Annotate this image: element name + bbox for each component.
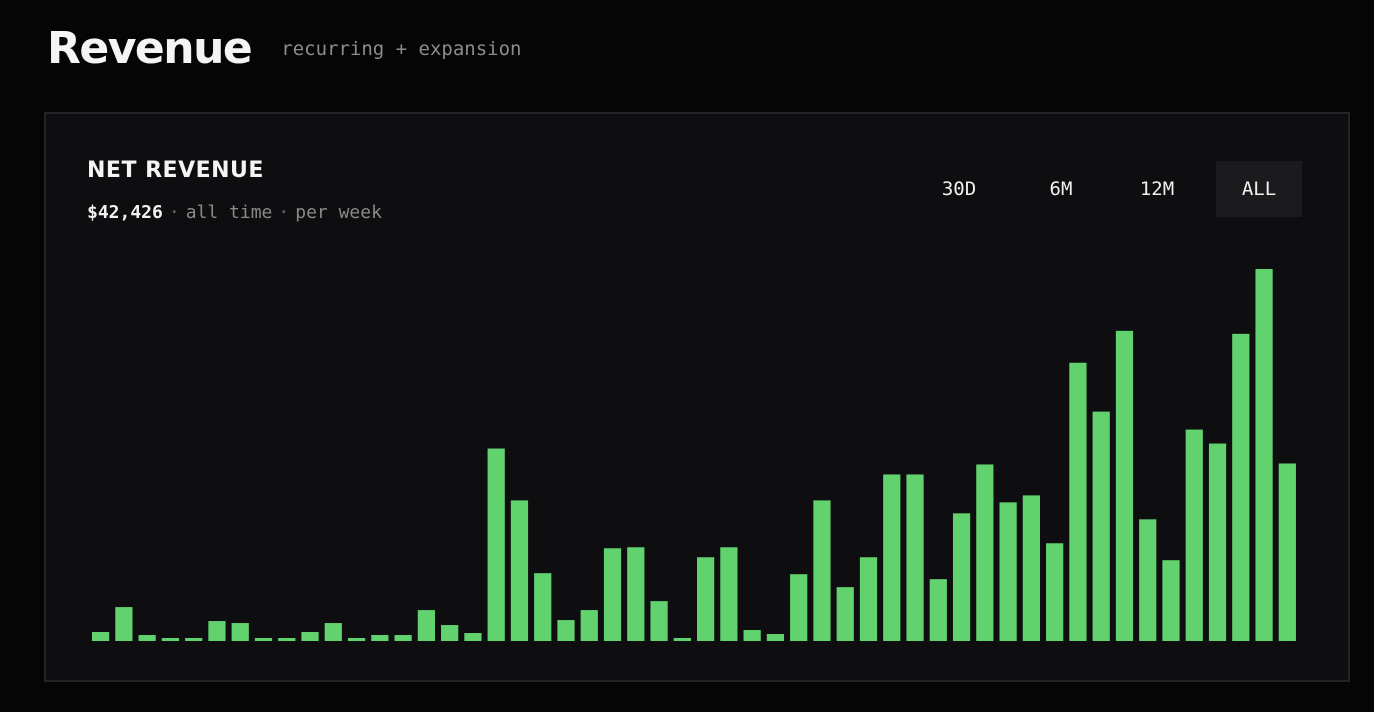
revenue-bar <box>1022 495 1040 641</box>
revenue-bar <box>999 502 1017 641</box>
card-meta: $42,426 · all time · per week <box>87 202 382 223</box>
revenue-bar <box>278 638 296 641</box>
revenue-bar <box>859 557 878 641</box>
range-tabs: 30D 6M 12M ALL <box>916 161 1302 217</box>
meta-separator: · <box>278 202 290 223</box>
revenue-bar <box>208 621 226 641</box>
revenue-bar <box>929 579 947 641</box>
revenue-bar <box>743 630 761 641</box>
revenue-bar <box>510 500 529 641</box>
revenue-bar <box>1092 411 1110 641</box>
revenue-bar <box>1069 362 1087 641</box>
page-header: Revenue recurring + expansion <box>47 22 521 76</box>
net-revenue-card: NET REVENUE $42,426 · all time · per week 30… <box>44 112 1350 682</box>
revenue-bar <box>557 620 575 641</box>
period-label: all time <box>185 202 273 223</box>
revenue-bar <box>324 623 342 641</box>
revenue-bar <box>231 623 249 641</box>
revenue-bar <box>976 464 994 641</box>
card-title: NET REVENUE <box>87 158 264 183</box>
revenue-bar <box>347 638 366 641</box>
tab-all[interactable]: ALL <box>1216 161 1302 217</box>
revenue-bar <box>464 633 482 641</box>
tab-12m[interactable]: 12M <box>1139 178 1175 200</box>
revenue-bar <box>138 635 156 641</box>
revenue-bar <box>697 557 715 641</box>
revenue-bar <box>1278 463 1296 641</box>
revenue-bar <box>115 607 133 641</box>
revenue-bar <box>394 635 412 641</box>
revenue-bar <box>441 625 459 641</box>
revenue-bar <box>813 500 831 641</box>
revenue-bar <box>1232 333 1250 641</box>
meta-separator: · <box>168 202 180 223</box>
revenue-total: $42,426 <box>87 202 163 223</box>
revenue-bar <box>92 632 110 641</box>
revenue-bar <box>487 448 505 641</box>
revenue-bar <box>603 548 622 641</box>
revenue-bar <box>766 634 785 641</box>
revenue-bar <box>790 574 808 641</box>
tab-6m[interactable]: 6M <box>1049 178 1073 200</box>
revenue-bar <box>883 474 901 641</box>
revenue-bar <box>1046 543 1064 641</box>
granularity-label: per week <box>295 202 382 223</box>
page-title: Revenue <box>47 23 253 74</box>
revenue-bar <box>720 547 738 641</box>
revenue-bar <box>952 513 971 641</box>
revenue-bar <box>1185 429 1203 641</box>
revenue-bar <box>417 610 435 641</box>
revenue-bar <box>906 474 924 641</box>
revenue-bar <box>371 635 389 641</box>
revenue-bar <box>1162 560 1180 641</box>
revenue-bar <box>836 587 854 641</box>
revenue-bar <box>301 632 319 641</box>
revenue-bar <box>161 638 180 641</box>
revenue-bar <box>650 601 668 641</box>
tab-30d[interactable]: 30D <box>941 178 977 200</box>
revenue-bar <box>1255 269 1273 641</box>
revenue-bar <box>627 547 645 641</box>
revenue-bar <box>1139 519 1157 641</box>
revenue-bar <box>673 638 691 641</box>
revenue-bar <box>1208 443 1227 641</box>
page-subtitle: recurring + expansion <box>281 38 522 60</box>
revenue-bar <box>580 610 598 641</box>
revenue-bar <box>1115 330 1134 641</box>
revenue-bar <box>185 638 203 641</box>
revenue-bar-chart <box>92 269 1296 641</box>
revenue-bar <box>534 573 552 641</box>
revenue-bar <box>254 638 273 641</box>
